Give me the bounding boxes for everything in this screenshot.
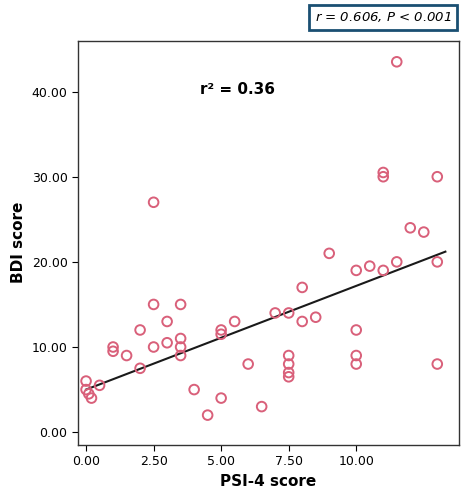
Point <box>393 58 400 66</box>
Text: r² = 0.36: r² = 0.36 <box>200 82 275 96</box>
X-axis label: PSI-4 score: PSI-4 score <box>220 474 317 489</box>
Point <box>150 343 157 351</box>
Point <box>366 262 374 270</box>
Point <box>271 309 279 317</box>
Point <box>379 266 387 274</box>
Point <box>433 172 441 180</box>
Point <box>285 373 292 381</box>
Point <box>96 382 103 390</box>
Point <box>298 284 306 292</box>
Point <box>433 258 441 266</box>
Point <box>258 402 266 410</box>
Point <box>110 348 117 356</box>
Point <box>218 394 225 402</box>
Point <box>164 339 171 347</box>
Text: $r$ = 0.606, $P$ < 0.001: $r$ = 0.606, $P$ < 0.001 <box>314 10 451 24</box>
Point <box>285 368 292 376</box>
Point <box>177 300 184 308</box>
Point <box>407 224 414 232</box>
Point <box>352 266 360 274</box>
Point <box>352 360 360 368</box>
Point <box>352 326 360 334</box>
Point <box>393 258 400 266</box>
Point <box>190 386 198 394</box>
Point <box>379 168 387 176</box>
Point <box>164 318 171 326</box>
Point <box>218 326 225 334</box>
Point <box>325 250 333 258</box>
Point <box>150 300 157 308</box>
Point <box>123 352 130 360</box>
Point <box>231 318 238 326</box>
Point <box>150 198 157 206</box>
Point <box>218 330 225 338</box>
Point <box>312 313 320 321</box>
Point <box>136 326 144 334</box>
Point <box>204 411 212 419</box>
Point <box>285 360 292 368</box>
Point <box>177 343 184 351</box>
Point <box>379 172 387 180</box>
Point <box>82 377 90 385</box>
Point <box>110 343 117 351</box>
Point <box>82 386 90 394</box>
Point <box>285 352 292 360</box>
Point <box>298 318 306 326</box>
Point <box>177 352 184 360</box>
Point <box>177 334 184 342</box>
Y-axis label: BDI score: BDI score <box>11 202 26 283</box>
Point <box>88 394 95 402</box>
Point <box>433 360 441 368</box>
Point <box>244 360 252 368</box>
Point <box>420 228 428 236</box>
Point <box>285 309 292 317</box>
Point <box>136 364 144 372</box>
Point <box>85 390 93 398</box>
Point <box>352 352 360 360</box>
